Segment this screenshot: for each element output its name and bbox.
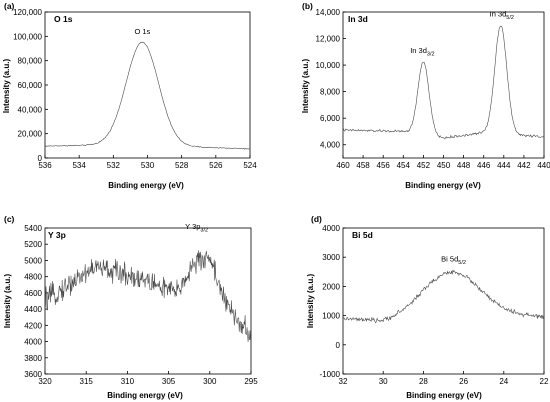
y-tick-label: 4200 [24, 321, 42, 330]
y-tick-label: 0 [38, 154, 43, 163]
x-tick-label: 532 [107, 161, 121, 170]
x-tick-label: 530 [141, 161, 155, 170]
plot-title: In 3d [348, 14, 368, 24]
x-tick-label: 300 [203, 377, 217, 386]
y-tick-label: 60,000 [18, 81, 43, 90]
x-tick-label: 310 [121, 377, 135, 386]
peak-annotation: Bi 5d5/2 [441, 255, 466, 267]
x-tick-label: 32 [339, 377, 348, 386]
panel-a-o1s: (a) O 1s Binding energy (eV) Intensity (… [2, 1, 257, 190]
x-tick-label: 452 [417, 161, 431, 170]
y-tick-label: 10,000 [316, 61, 341, 70]
x-tick-label: 446 [477, 161, 491, 170]
x-tick-label: 448 [457, 161, 471, 170]
y-tick-label: 1000 [322, 312, 340, 321]
y-tick-label: 40,000 [18, 105, 43, 114]
x-tick-label: 534 [72, 161, 86, 170]
y-tick-label: 4600 [24, 289, 42, 298]
panel-label: (c) [4, 214, 15, 224]
plot-title: O 1s [54, 14, 73, 24]
panel-label: (a) [4, 1, 15, 11]
y-tick-label: 100,000 [13, 32, 42, 41]
y-tick-label: 4400 [24, 305, 42, 314]
x-tick-label: 526 [209, 161, 223, 170]
y-tick-label: 3000 [322, 253, 340, 262]
y-tick-label: 5200 [24, 240, 42, 249]
x-tick-label: 22 [540, 377, 549, 386]
spectrum-line [45, 250, 251, 342]
panel-label: (d) [311, 214, 322, 224]
peak-annotation: In 3d3/2 [410, 46, 434, 58]
spectrum-line [343, 25, 544, 140]
plot-frame [342, 11, 545, 159]
x-tick-label: 444 [497, 161, 511, 170]
x-tick-label: 454 [397, 161, 411, 170]
x-tick-label: 24 [499, 377, 508, 386]
x-tick-label: 440 [537, 161, 550, 170]
x-tick-label: 524 [243, 161, 257, 170]
y-tick-label: 6,000 [320, 114, 341, 123]
y-tick-label: 14,000 [316, 8, 341, 17]
y-tick-label: 8,000 [320, 88, 341, 97]
y-axis-label: Intensity (a.u.) [301, 59, 310, 114]
x-tick-label: 30 [379, 377, 388, 386]
x-tick-label: 458 [356, 161, 370, 170]
y-tick-label: 5400 [24, 224, 42, 233]
x-axis-label: Binding energy (eV) [107, 391, 183, 400]
y-tick-label: -1000 [320, 370, 341, 379]
y-tick-label: 3600 [24, 370, 42, 379]
y-tick-label: 12,000 [316, 35, 341, 44]
y-axis-label: Intensity (a.u.) [3, 274, 12, 329]
x-tick-label: 26 [459, 377, 468, 386]
y-tick-label: 80,000 [18, 57, 43, 66]
x-tick-label: 305 [162, 377, 176, 386]
x-tick-label: 315 [80, 377, 94, 386]
plot-frame [44, 227, 252, 375]
y-axis-label: Intensity (a.u.) [306, 274, 315, 329]
y-tick-label: 4800 [24, 273, 42, 282]
x-tick-label: 528 [175, 161, 189, 170]
panel-c-y3p: (c) Y 3p Binding energy (eV) Intensity (… [3, 214, 258, 400]
x-tick-label: 456 [377, 161, 391, 170]
y-tick-label: 4000 [24, 338, 42, 347]
panel-label: (b) [302, 1, 313, 11]
x-tick-label: 442 [517, 161, 531, 170]
y-tick-label: 2000 [322, 282, 340, 291]
spectrum-line [45, 41, 250, 150]
y-tick-label: 120,000 [13, 8, 42, 17]
x-axis-label: Binding energy (eV) [405, 181, 481, 190]
peak-annotation: In 3d5/2 [490, 10, 514, 22]
x-tick-label: 460 [336, 161, 350, 170]
panel-d-bi5d: (d) Bi 5d Binding energy (eV) Intensity … [306, 214, 549, 400]
x-tick-label: 28 [419, 377, 428, 386]
y-tick-label: 0 [336, 341, 341, 350]
x-tick-label: 320 [38, 377, 52, 386]
x-axis-label: Binding energy (eV) [108, 181, 184, 190]
x-tick-label: 450 [437, 161, 451, 170]
y-tick-label: 5000 [24, 256, 42, 265]
x-tick-label: 295 [244, 377, 258, 386]
peak-annotation: O 1s [134, 27, 150, 36]
plot-title: Y 3p [48, 230, 66, 240]
y-tick-label: 4000 [322, 224, 340, 233]
plot-frame [342, 227, 545, 375]
y-tick-label: 4,000 [320, 141, 341, 150]
plot-title: Bi 5d [352, 230, 373, 240]
x-axis-label: Binding energy (eV) [406, 391, 482, 400]
x-tick-label: 536 [38, 161, 52, 170]
spectrum-line [343, 269, 544, 324]
panel-b-in3d: (b) In 3d Binding energy (eV) Intensity … [301, 1, 550, 190]
y-tick-label: 3800 [24, 354, 42, 363]
peak-annotation: Y 3p3/2 [185, 222, 208, 234]
y-axis-label: Intensity (a.u.) [2, 59, 11, 114]
y-tick-label: 20,000 [18, 130, 43, 139]
